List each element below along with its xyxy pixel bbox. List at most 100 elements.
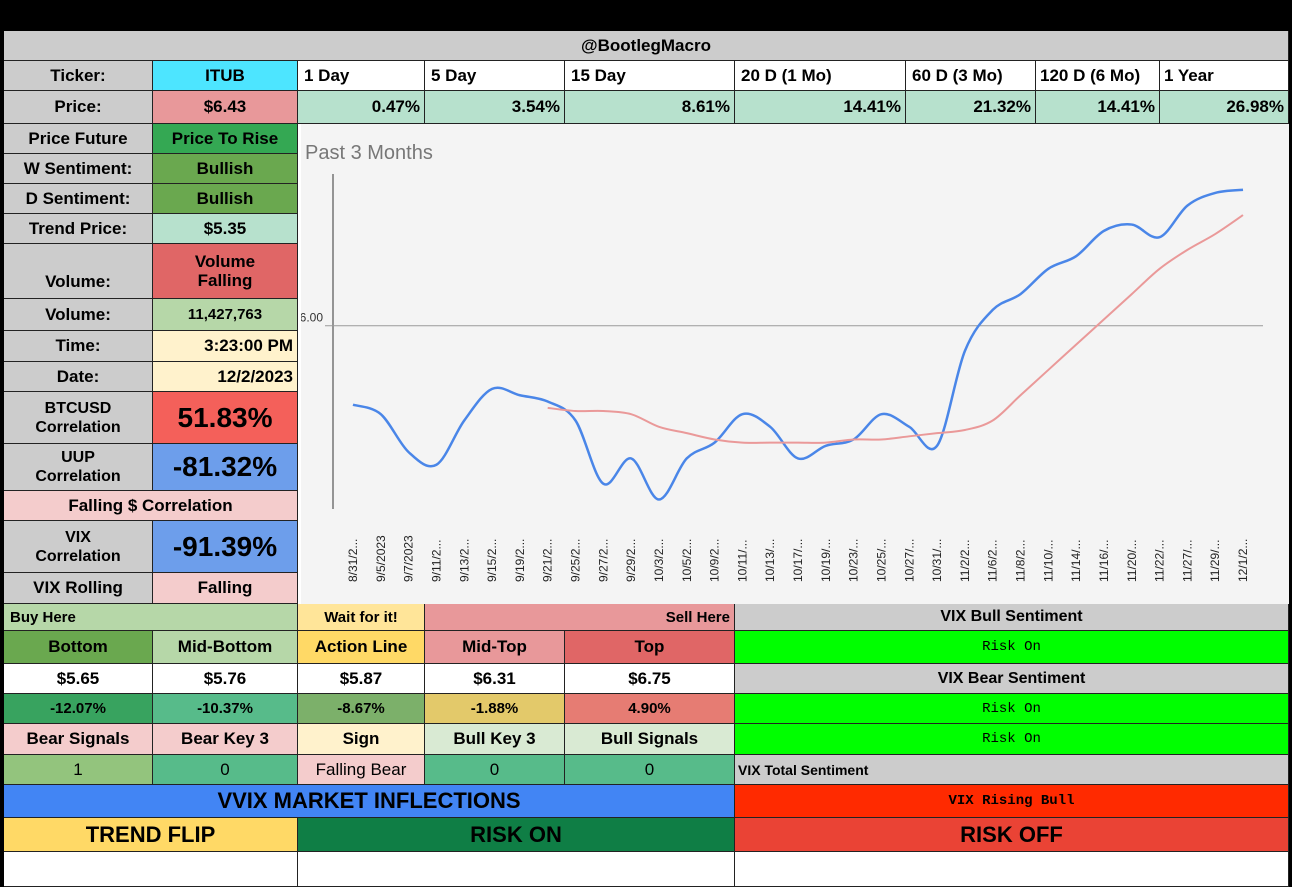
w-sentiment-value: Bullish <box>153 154 298 184</box>
level-mid-top-name: Mid-Top <box>425 631 565 664</box>
vix-correlation-value: -91.39% <box>153 521 298 573</box>
trend-price-value: $5.35 <box>153 214 298 244</box>
bull-signals-value: 0 <box>565 755 735 785</box>
vix-correlation-label: VIX Correlation <box>4 521 153 573</box>
change-1-year: 26.98% <box>1160 91 1289 124</box>
level-top-price: $6.75 <box>565 664 735 694</box>
chart-x-tick-label: 9/5/2023 <box>374 535 388 582</box>
period-20-day: 20 D (1 Mo) <box>735 61 906 91</box>
chart-x-tick-label: 10/19/... <box>819 539 833 582</box>
change-15-day: 8.61% <box>565 91 735 124</box>
time-value: 3:23:00 PM <box>153 331 298 362</box>
chart-x-tick-label: 9/29/2... <box>624 539 638 582</box>
chart-x-tick-label: 9/25/2... <box>569 539 583 582</box>
level-action-line-pct: -8.67% <box>298 694 425 724</box>
period-1-day: 1 Day <box>298 61 425 91</box>
chart-x-tick-label: 11/27/... <box>1180 540 1194 582</box>
bear-key3-value: 0 <box>153 755 298 785</box>
price-label: Price: <box>4 91 153 124</box>
sell-here-header: Sell Here <box>425 604 735 631</box>
vvix-inflections-banner: VVIX MARKET INFLECTIONS <box>4 785 735 818</box>
level-action-line-price: $5.87 <box>298 664 425 694</box>
wait-header: Wait for it! <box>298 604 425 631</box>
uup-correlation-line2: Correlation <box>35 468 121 485</box>
period-15-day: 15 Day <box>565 61 735 91</box>
chart-x-tick-label: 11/2/2... <box>958 540 972 582</box>
change-120-day: 14.41% <box>1036 91 1160 124</box>
level-top-pct: 4.90% <box>565 694 735 724</box>
period-120-day: 120 D (6 Mo) <box>1036 61 1160 91</box>
vix-bear-sentiment-value-1: Risk On <box>735 694 1289 724</box>
chart-x-tick-label: 8/31/2... <box>346 539 360 582</box>
chart-series-2-line <box>547 214 1244 444</box>
chart-lines <box>352 188 1244 501</box>
btc-correlation-value: 51.83% <box>153 392 298 444</box>
price-value: $6.43 <box>153 91 298 124</box>
chart-y-tick-label: $6.00 <box>301 311 323 325</box>
date-value: 12/2/2023 <box>153 362 298 392</box>
level-bottom-pct: -12.07% <box>4 694 153 724</box>
change-1-day: 0.47% <box>298 91 425 124</box>
uup-correlation-label: UUP Correlation <box>4 444 153 491</box>
vix-total-sentiment-value: VIX Rising Bull <box>735 785 1289 818</box>
time-label: Time: <box>4 331 153 362</box>
sheet-title: @BootlegMacro <box>4 31 1289 61</box>
chart-x-tick-label: 10/9/2... <box>708 539 722 582</box>
trend-flip-cell[interactable] <box>4 852 298 887</box>
chart-series-1-line <box>352 188 1244 501</box>
volume-trend-label: Volume: <box>4 244 153 299</box>
buy-here-header: Buy Here <box>4 604 298 631</box>
chart-x-tick-label: 9/15/2... <box>485 539 499 582</box>
trend-flip-header: TREND FLIP <box>4 818 298 852</box>
risk-on-cell[interactable] <box>298 852 735 887</box>
chart-title: Past 3 Months <box>305 142 433 164</box>
chart-x-tick-label: 9/7/2023 <box>402 535 416 582</box>
volume-trend-line1: Volume <box>194 252 256 271</box>
bear-signals-label: Bear Signals <box>4 724 153 755</box>
vix-bear-sentiment-title: VIX Bear Sentiment <box>735 664 1289 694</box>
chart-x-tick-label: 10/13/... <box>763 539 777 582</box>
vix-correlation-line2: Correlation <box>35 547 121 565</box>
price-chart[interactable]: Past 3 Months $6.00 8/31/2... 9/5/2023 9/7… <box>293 124 1289 605</box>
btc-correlation-line2: Correlation <box>35 418 121 436</box>
price-future-value: Price To Rise <box>153 124 298 154</box>
chart-x-tick-label: 11/16/... <box>1097 540 1111 582</box>
vix-rolling-label: VIX Rolling <box>4 573 153 604</box>
chart-x-ticks: 8/31/2... 9/5/2023 9/7/2023 9/11/2... 9/13/2… <box>346 535 1250 582</box>
d-sentiment-label: D Sentiment: <box>4 184 153 214</box>
vix-total-sentiment-title: VIX Total Sentiment <box>735 755 1289 785</box>
level-top-name: Top <box>565 631 735 664</box>
chart-svg: Past 3 Months $6.00 8/31/2... 9/5/2023 9/7… <box>293 142 1263 582</box>
d-sentiment-value: Bullish <box>153 184 298 214</box>
ticker-value[interactable]: ITUB <box>153 61 298 91</box>
uup-correlation-value: -81.32% <box>153 444 298 491</box>
chart-x-tick-label: 11/6/2... <box>986 540 1000 582</box>
vix-bull-sentiment-title: VIX Bull Sentiment <box>735 604 1289 631</box>
spreadsheet: @BootlegMacro Ticker: ITUB 1 Day 5 Day 1… <box>4 31 1289 887</box>
chart-x-tick-label: 10/3/2... <box>652 539 666 582</box>
chart-x-tick-label: 11/20/... <box>1125 540 1139 582</box>
chart-x-tick-label: 10/23/... <box>847 539 861 582</box>
chart-x-tick-label: 9/11/2... <box>429 540 443 582</box>
chart-x-tick-label: 9/19/2... <box>513 539 527 582</box>
price-future-label: Price Future <box>4 124 153 154</box>
risk-off-header: RISK OFF <box>735 818 1289 852</box>
period-60-day: 60 D (3 Mo) <box>906 61 1036 91</box>
vix-bear-sentiment-value-2: Risk On <box>735 724 1289 755</box>
level-bottom-price: $5.65 <box>4 664 153 694</box>
chart-x-tick-label: 11/10/... <box>1041 540 1055 582</box>
chart-x-tick-label: 11/29/... <box>1208 540 1222 582</box>
level-mid-bottom-name: Mid-Bottom <box>153 631 298 664</box>
uup-correlation-line1: UUP <box>61 449 95 466</box>
volume-trend-value: Volume Falling <box>153 244 298 299</box>
chart-x-tick-label: 11/22/... <box>1153 540 1167 582</box>
chart-x-tick-label: 11/8/2... <box>1014 540 1028 582</box>
btc-correlation-label: BTCUSD Correlation <box>4 392 153 444</box>
risk-off-cell[interactable] <box>735 852 1289 887</box>
vix-bull-sentiment-value: Risk On <box>735 631 1289 664</box>
volume-label: Volume: <box>4 299 153 331</box>
change-60-day: 21.32% <box>906 91 1036 124</box>
level-mid-bottom-price: $5.76 <box>153 664 298 694</box>
chart-x-tick-label: 11/14/... <box>1069 540 1083 582</box>
level-bottom-name: Bottom <box>4 631 153 664</box>
